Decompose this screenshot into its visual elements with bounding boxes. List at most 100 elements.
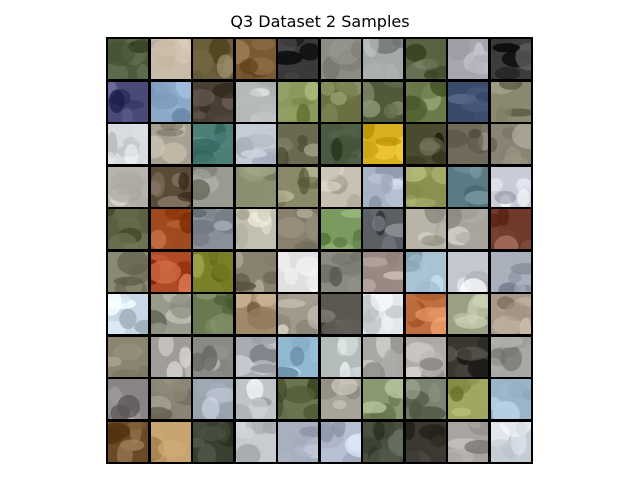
sample-tile bbox=[108, 166, 148, 207]
sample-tile bbox=[320, 294, 361, 334]
sample-tile bbox=[405, 421, 446, 462]
sample-tile bbox=[235, 421, 276, 462]
sample-tile bbox=[193, 251, 233, 292]
sample-tile bbox=[193, 81, 233, 122]
sample-tile bbox=[405, 209, 446, 249]
sample-tile bbox=[278, 421, 318, 462]
sample-tile bbox=[108, 81, 148, 122]
sample-tile bbox=[405, 166, 446, 207]
sample-tile bbox=[193, 421, 233, 462]
sample-tile bbox=[150, 336, 191, 377]
sample-tile bbox=[235, 39, 276, 79]
sample-tile bbox=[405, 39, 446, 79]
sample-tile bbox=[448, 421, 488, 462]
sample-tile bbox=[235, 336, 276, 377]
sample-tile bbox=[448, 251, 488, 292]
sample-tile bbox=[235, 124, 276, 164]
sample-tile bbox=[405, 251, 446, 292]
sample-tile bbox=[150, 421, 191, 462]
sample-tile bbox=[405, 81, 446, 122]
sample-tile bbox=[150, 294, 191, 334]
sample-tile bbox=[405, 124, 446, 164]
sample-tile bbox=[193, 166, 233, 207]
sample-tile bbox=[448, 336, 488, 377]
sample-tile bbox=[490, 379, 531, 419]
sample-tile bbox=[405, 294, 446, 334]
sample-tile bbox=[150, 379, 191, 419]
sample-tile bbox=[490, 294, 531, 334]
sample-tile bbox=[278, 166, 318, 207]
sample-image-grid bbox=[106, 37, 533, 464]
sample-tile bbox=[363, 421, 403, 462]
sample-tile bbox=[320, 251, 361, 292]
sample-tile bbox=[490, 124, 531, 164]
sample-tile bbox=[448, 166, 488, 207]
sample-tile bbox=[278, 379, 318, 419]
sample-tile bbox=[108, 124, 148, 164]
sample-tile bbox=[448, 294, 488, 334]
sample-tile bbox=[490, 39, 531, 79]
sample-tile bbox=[363, 124, 403, 164]
sample-tile bbox=[363, 336, 403, 377]
sample-tile bbox=[150, 39, 191, 79]
sample-tile bbox=[150, 81, 191, 122]
sample-tile bbox=[193, 39, 233, 79]
sample-tile bbox=[363, 294, 403, 334]
sample-tile bbox=[363, 209, 403, 249]
sample-tile bbox=[363, 379, 403, 419]
sample-tile bbox=[193, 379, 233, 419]
sample-tile bbox=[448, 81, 488, 122]
sample-tile bbox=[150, 166, 191, 207]
sample-tile bbox=[490, 166, 531, 207]
sample-tile bbox=[278, 209, 318, 249]
sample-tile bbox=[320, 379, 361, 419]
sample-tile bbox=[108, 251, 148, 292]
sample-tile bbox=[405, 336, 446, 377]
sample-tile bbox=[490, 336, 531, 377]
sample-tile bbox=[278, 124, 318, 164]
sample-tile bbox=[108, 421, 148, 462]
sample-tile bbox=[320, 421, 361, 462]
sample-tile bbox=[235, 81, 276, 122]
sample-tile bbox=[108, 209, 148, 249]
sample-tile bbox=[235, 251, 276, 292]
figure-title: Q3 Dataset 2 Samples bbox=[230, 12, 410, 31]
sample-tile bbox=[320, 336, 361, 377]
sample-tile bbox=[278, 336, 318, 377]
sample-tile bbox=[448, 209, 488, 249]
sample-tile bbox=[278, 39, 318, 79]
sample-tile bbox=[320, 166, 361, 207]
sample-tile bbox=[235, 294, 276, 334]
sample-tile bbox=[448, 39, 488, 79]
sample-tile bbox=[490, 81, 531, 122]
sample-tile bbox=[448, 379, 488, 419]
sample-tile bbox=[490, 251, 531, 292]
sample-tile bbox=[108, 336, 148, 377]
sample-tile bbox=[193, 336, 233, 377]
sample-tile bbox=[363, 166, 403, 207]
sample-tile bbox=[320, 209, 361, 249]
sample-tile bbox=[193, 209, 233, 249]
sample-tile bbox=[278, 251, 318, 292]
sample-tile bbox=[235, 166, 276, 207]
sample-tile bbox=[108, 294, 148, 334]
sample-tile bbox=[193, 124, 233, 164]
sample-tile bbox=[320, 39, 361, 79]
sample-tile bbox=[490, 209, 531, 249]
sample-tile bbox=[363, 39, 403, 79]
sample-tile bbox=[108, 39, 148, 79]
sample-tile bbox=[193, 294, 233, 334]
sample-tile bbox=[150, 209, 191, 249]
sample-tile bbox=[235, 209, 276, 249]
sample-tile bbox=[150, 124, 191, 164]
sample-tile bbox=[278, 81, 318, 122]
sample-tile bbox=[278, 294, 318, 334]
sample-tile bbox=[363, 251, 403, 292]
sample-tile bbox=[235, 379, 276, 419]
sample-tile bbox=[490, 421, 531, 462]
sample-tile bbox=[320, 81, 361, 122]
sample-tile bbox=[320, 124, 361, 164]
sample-tile bbox=[150, 251, 191, 292]
sample-tile bbox=[405, 379, 446, 419]
sample-tile bbox=[108, 379, 148, 419]
